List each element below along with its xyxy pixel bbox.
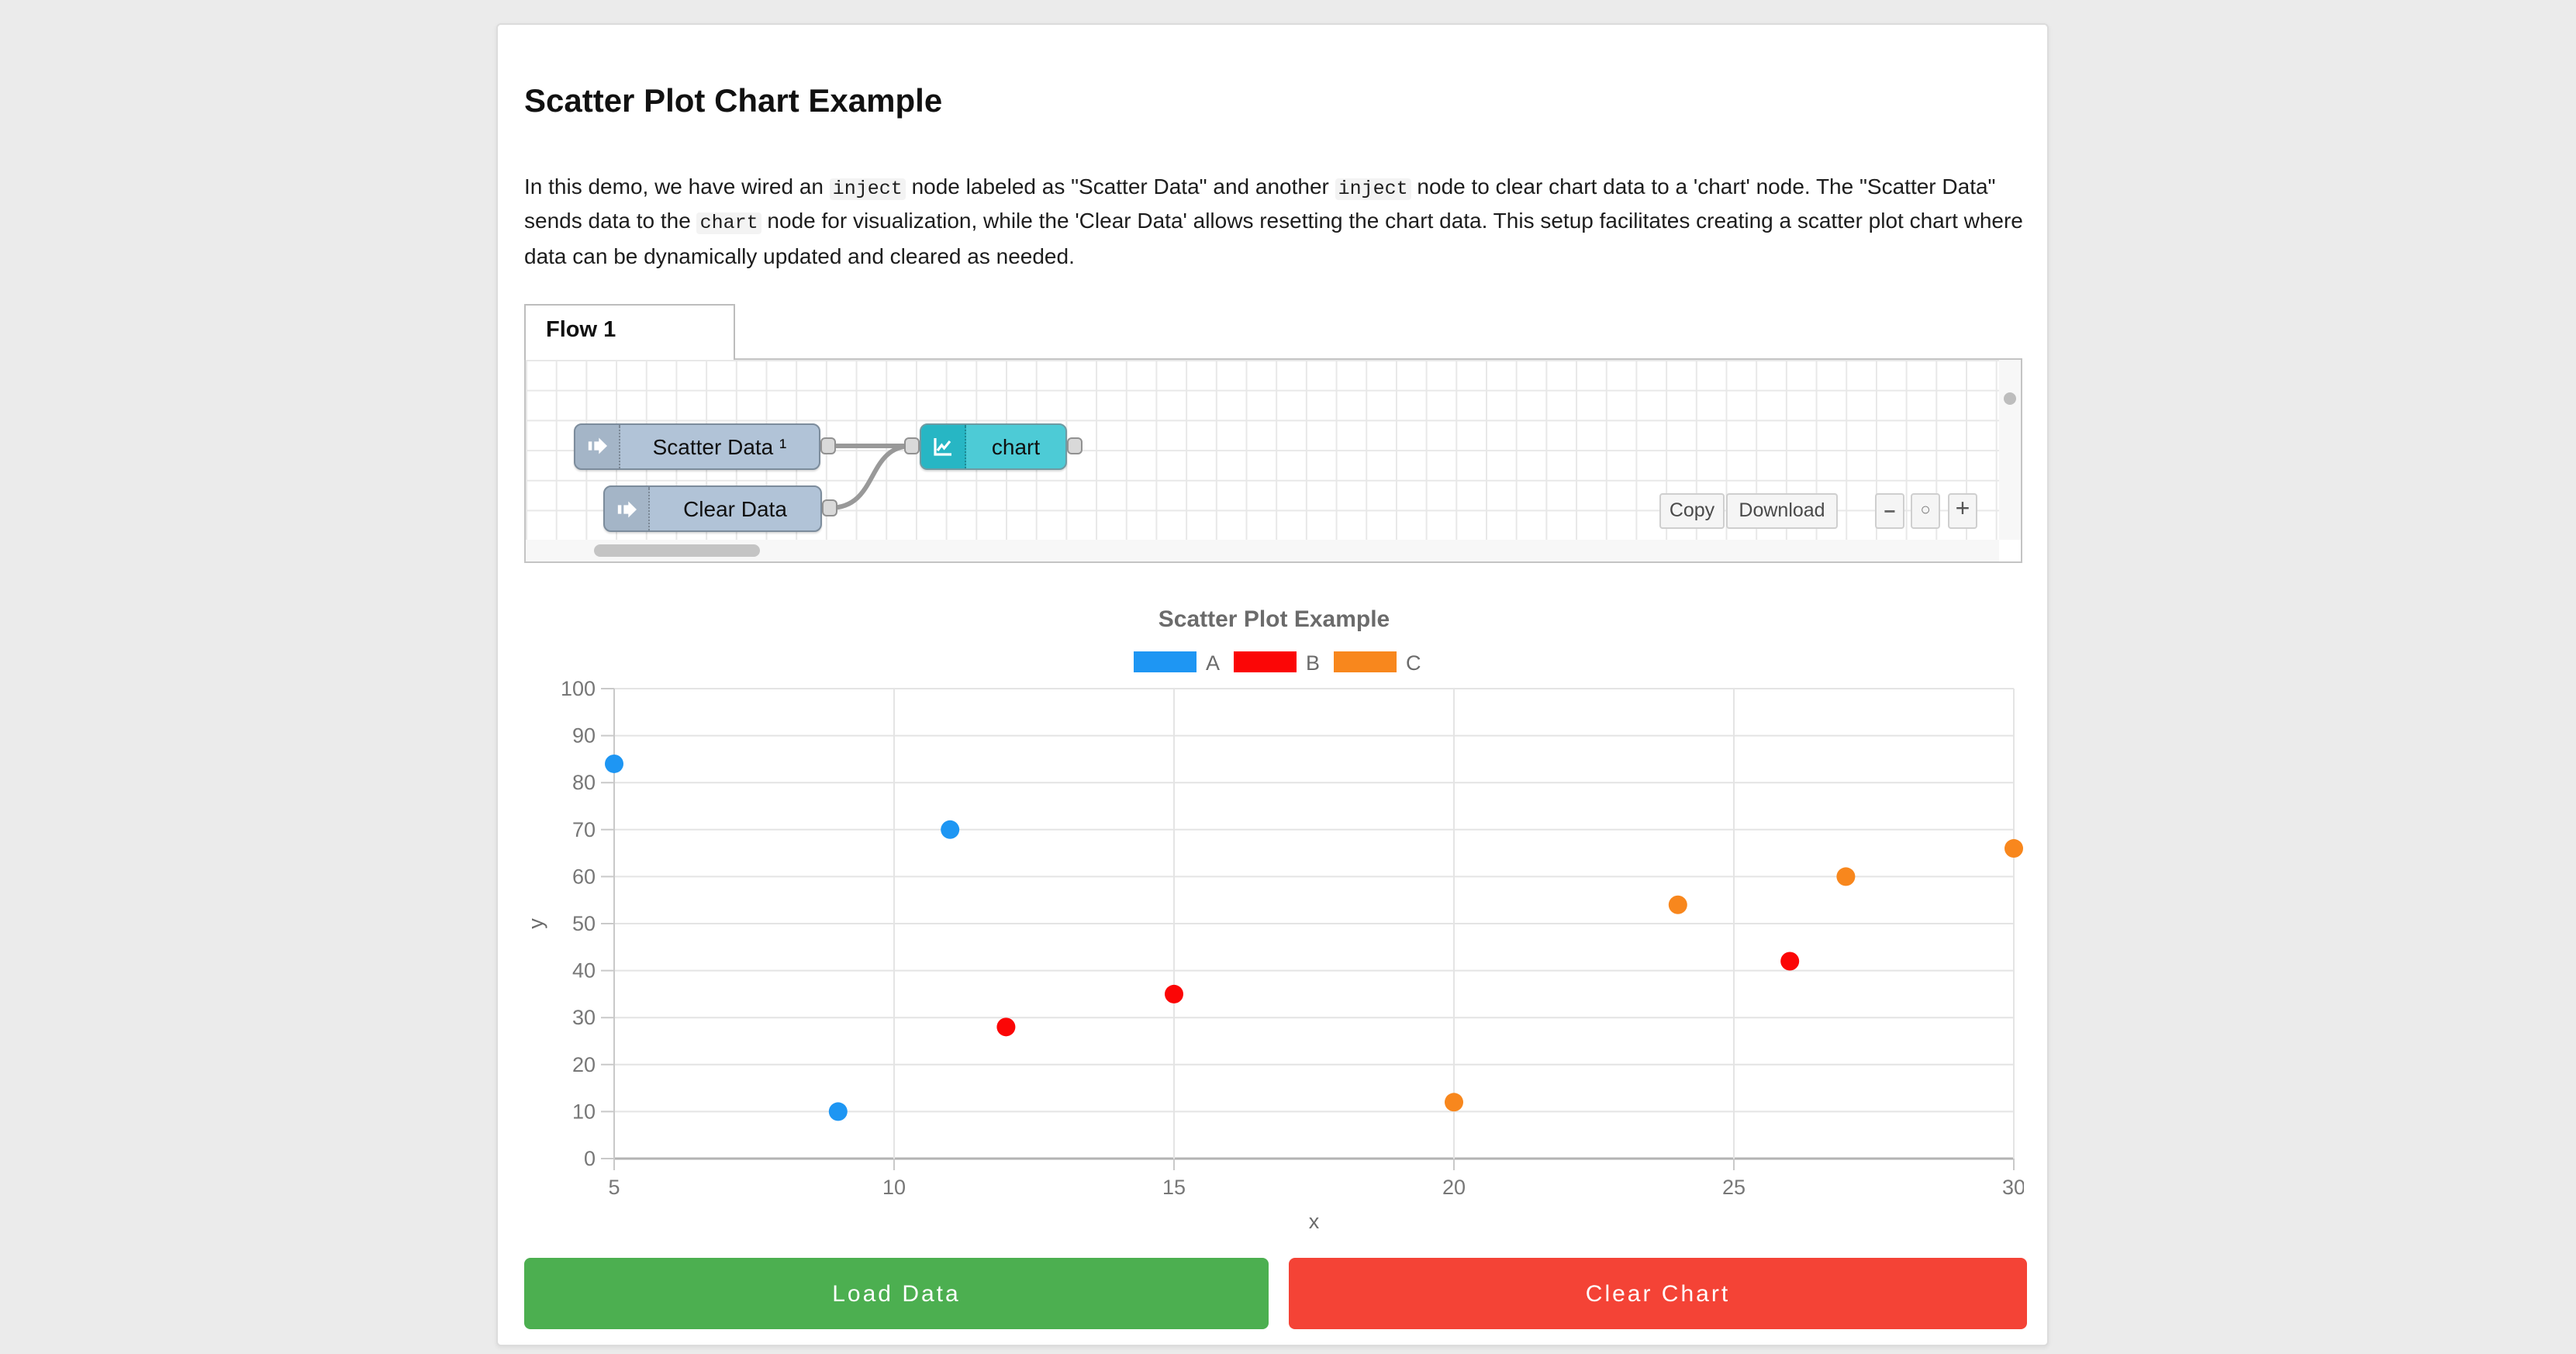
- tick-label-x-10: 10: [882, 1176, 906, 1199]
- vertical-scrollbar-track: [1999, 360, 2021, 540]
- tick-label-y-80: 80: [572, 771, 596, 794]
- data-point-A-5-84: [605, 754, 623, 773]
- node-chart[interactable]: chart: [920, 423, 1067, 469]
- node-label: Scatter Data ¹: [652, 433, 787, 458]
- description-text: node labeled as "Scatter Data" and anoth…: [905, 174, 1335, 199]
- node-label: chart: [991, 433, 1041, 458]
- data-point-C-20-12: [1445, 1093, 1463, 1112]
- data-point-A-9-10: [828, 1102, 848, 1121]
- legend-label-A[interactable]: A: [1206, 651, 1220, 675]
- tick-label-y-100: 100: [561, 677, 596, 700]
- description-text: node for visualization, while the 'Clear…: [524, 208, 2023, 268]
- y-axis-title: y: [524, 918, 547, 929]
- tick-label-y-10: 10: [572, 1100, 596, 1123]
- chart-title: Scatter Plot Example: [1159, 606, 1390, 632]
- line-chart-icon: [921, 424, 966, 468]
- description-paragraph: In this demo, we have wired an inject no…: [524, 171, 2025, 271]
- zoom-in-button[interactable]: +: [1948, 493, 1977, 528]
- data-point-A-11-70: [941, 820, 960, 839]
- port-scatter-output[interactable]: [820, 437, 836, 454]
- inject-icon: [605, 487, 650, 530]
- data-point-B-26-42: [1780, 952, 1800, 971]
- download-button[interactable]: Download: [1726, 493, 1838, 528]
- legend-swatch-B[interactable]: [1234, 651, 1297, 672]
- inline-code: chart: [696, 212, 761, 235]
- port-chart-output[interactable]: [1067, 437, 1083, 454]
- data-point-C-27-60: [1836, 867, 1856, 886]
- zoom-reset-button[interactable]: ○: [1911, 493, 1940, 528]
- wire-clear-to-chart: [827, 444, 914, 510]
- horizontal-scrollbar-thumb[interactable]: [594, 544, 760, 557]
- tick-label-y-40: 40: [572, 959, 596, 983]
- copy-button[interactable]: Copy: [1659, 493, 1725, 528]
- content-card: Scatter Plot Chart Example In this demo,…: [496, 23, 2049, 1346]
- scatter-chart: Scatter Plot Example A B C 0 10 20 30 40 50 60 70 80…: [524, 606, 2024, 1233]
- port-clear-output[interactable]: [822, 499, 837, 516]
- plus-icon: +: [1955, 496, 1970, 523]
- vertical-scrollbar-thumb[interactable]: [2004, 392, 2016, 405]
- port-chart-input[interactable]: [904, 437, 920, 454]
- x-axis-title: x: [1309, 1210, 1320, 1233]
- circle-icon: ○: [1920, 501, 1931, 520]
- description-text: In this demo, we have wired an: [524, 174, 830, 199]
- load-data-button[interactable]: Load Data: [524, 1258, 1269, 1329]
- tick-label-y-60: 60: [572, 865, 596, 888]
- data-point-B-12-28: [996, 1017, 1016, 1037]
- tick-label-x-20: 20: [1442, 1176, 1466, 1199]
- flow-canvas[interactable]: Scatter Data ¹ Clear Data: [524, 358, 2022, 563]
- tick-label-x-30: 30: [2002, 1176, 2024, 1199]
- tick-label-x-25: 25: [1722, 1176, 1746, 1199]
- horizontal-scrollbar-track: [526, 540, 1999, 561]
- minus-icon: −: [1884, 499, 1896, 523]
- data-point-C-30-66: [2005, 839, 2023, 858]
- clear-chart-button[interactable]: Clear Chart: [1289, 1258, 2027, 1329]
- flow-tab[interactable]: Flow 1: [524, 304, 735, 360]
- flow-tab-label: Flow 1: [546, 318, 616, 343]
- tick-label-y-30: 30: [572, 1006, 596, 1029]
- flow-wires: [826, 444, 914, 510]
- legend-label-B[interactable]: B: [1306, 651, 1320, 675]
- tick-label-y-20: 20: [572, 1053, 596, 1076]
- data-point-C-24-54: [1668, 895, 1687, 914]
- tick-label-x-15: 15: [1162, 1176, 1186, 1199]
- description-text: node to clear chart data to a 'chart' no…: [524, 174, 1996, 233]
- legend-swatch-A[interactable]: [1134, 651, 1196, 672]
- inline-code: inject: [829, 178, 906, 200]
- legend-swatch-C[interactable]: [1334, 651, 1397, 672]
- tick-label-y-0: 0: [584, 1147, 596, 1170]
- zoom-out-button[interactable]: −: [1875, 493, 1904, 528]
- node-clear-data[interactable]: Clear Data: [603, 485, 822, 532]
- tick-label-y-50: 50: [572, 912, 596, 935]
- page-title: Scatter Plot Chart Example: [524, 84, 943, 119]
- data-point-B-15-35: [1165, 984, 1183, 1003]
- inject-icon: [575, 424, 620, 468]
- node-label: Clear Data: [683, 496, 787, 521]
- node-scatter-data[interactable]: Scatter Data ¹: [574, 423, 820, 469]
- tick-label-x-5: 5: [608, 1176, 620, 1199]
- inline-code: inject: [1335, 178, 1411, 200]
- tick-label-y-70: 70: [572, 818, 596, 841]
- tick-label-y-90: 90: [572, 724, 596, 748]
- legend-label-C[interactable]: C: [1406, 651, 1421, 675]
